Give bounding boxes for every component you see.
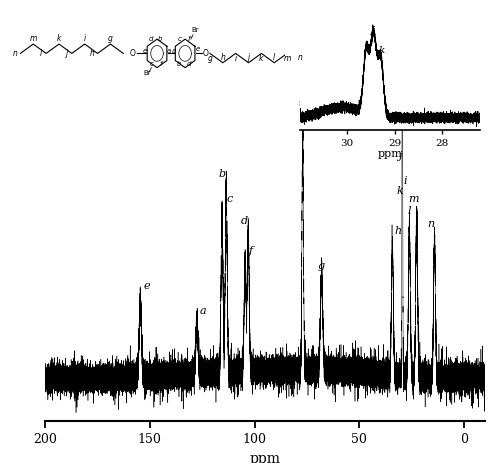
Text: f: f	[188, 36, 190, 42]
Text: h: h	[220, 53, 226, 62]
Text: h: h	[394, 226, 401, 237]
Text: m: m	[284, 54, 291, 63]
Text: g: g	[208, 54, 212, 63]
Text: f: f	[159, 61, 162, 67]
Text: d: d	[149, 36, 154, 42]
Text: l: l	[40, 49, 42, 58]
Text: e: e	[142, 49, 146, 54]
Text: j: j	[248, 53, 250, 62]
Text: g: g	[318, 262, 325, 271]
Text: b: b	[218, 169, 226, 179]
Text: a: a	[172, 49, 176, 54]
Text: j: j	[66, 49, 68, 58]
Text: c: c	[226, 194, 232, 204]
Text: i: i	[404, 176, 407, 187]
Text: k: k	[379, 46, 385, 55]
Text: h: h	[90, 49, 94, 58]
Text: b: b	[158, 36, 162, 42]
Text: b: b	[177, 61, 182, 67]
Text: n: n	[298, 53, 302, 62]
Text: c: c	[178, 36, 182, 42]
Text: n: n	[427, 219, 434, 229]
Text: i: i	[234, 54, 236, 63]
Text: l: l	[273, 53, 276, 62]
Text: d: d	[186, 61, 191, 67]
Text: i: i	[84, 34, 86, 44]
X-axis label: ppm: ppm	[250, 452, 280, 463]
Text: k: k	[396, 187, 403, 196]
Text: l: l	[408, 206, 411, 216]
Text: O: O	[203, 49, 209, 58]
X-axis label: ppm: ppm	[378, 149, 402, 159]
Text: e: e	[196, 45, 200, 51]
Text: k: k	[57, 34, 61, 44]
Text: d: d	[240, 216, 248, 226]
Text: a: a	[200, 307, 206, 316]
Text: f: f	[248, 246, 252, 257]
Text: k: k	[259, 54, 264, 63]
Text: Br: Br	[192, 27, 199, 33]
Text: c: c	[150, 61, 154, 67]
Text: a: a	[166, 49, 170, 54]
Text: O: O	[130, 49, 136, 58]
Text: g: g	[108, 34, 113, 44]
Text: m: m	[408, 194, 419, 204]
Text: e: e	[144, 282, 150, 291]
Text: Br: Br	[143, 70, 150, 76]
Text: j: j	[398, 151, 402, 162]
Text: i: i	[364, 41, 368, 50]
Text: n: n	[12, 49, 18, 58]
Text: j: j	[372, 26, 376, 35]
Text: m: m	[30, 34, 37, 44]
Text: *: *	[299, 100, 306, 114]
